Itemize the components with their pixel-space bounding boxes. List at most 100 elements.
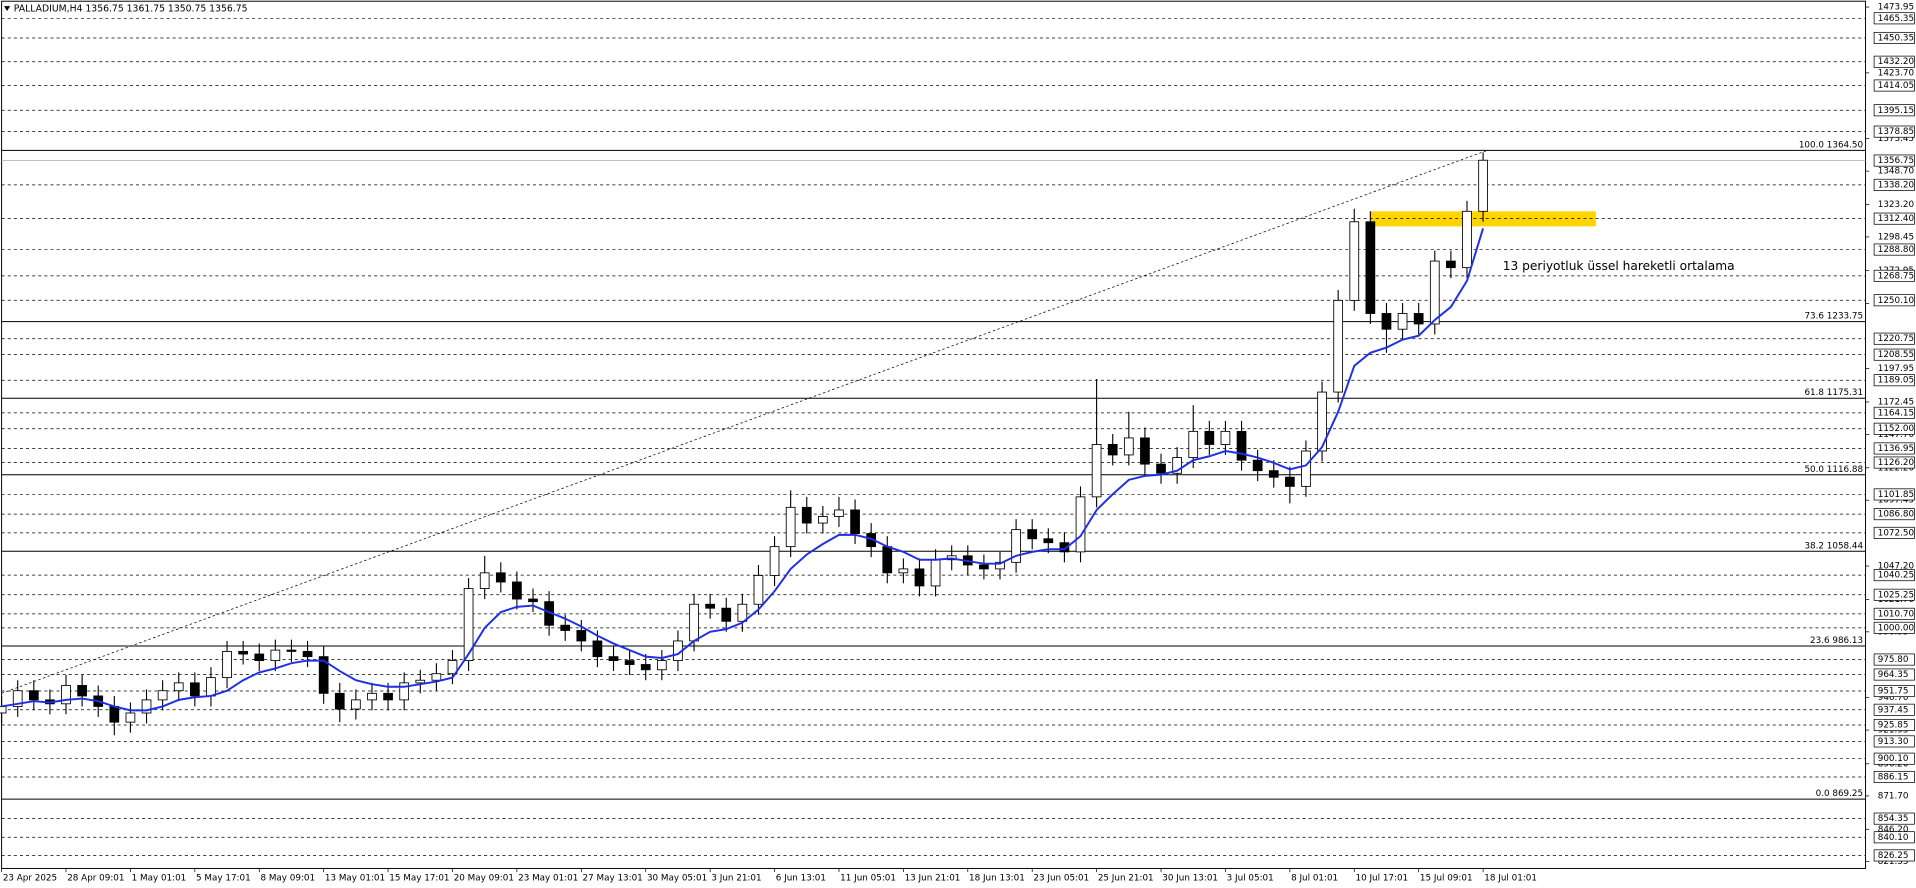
hline-label: 1378.85 — [1878, 127, 1914, 137]
x-tick-label: 18 Jul 01:01 — [1484, 874, 1537, 884]
candle-body — [898, 568, 909, 574]
candle-body — [1091, 444, 1102, 498]
y-tick-label: 1097.45 — [1878, 496, 1914, 506]
hline-label-box — [1873, 488, 1915, 501]
x-tick-label: 3 Jul 05:01 — [1227, 874, 1274, 884]
hline-label-box — [1873, 569, 1915, 582]
candle-body — [834, 509, 844, 517]
candle-body — [1220, 430, 1231, 445]
hline-label-box — [1873, 607, 1915, 620]
candle-body — [1284, 476, 1295, 487]
chart-title: PALLADIUM,H4 1356.75 1361.75 1350.75 135… — [14, 4, 248, 15]
candle-body — [302, 650, 313, 658]
hline-label-box — [1873, 422, 1915, 435]
candle-body — [351, 699, 361, 710]
hline-label-box — [1873, 685, 1915, 698]
candle-body — [77, 685, 87, 697]
hline-label: 1040.25 — [1878, 571, 1914, 581]
hline-label-box — [1873, 294, 1915, 307]
candle-body — [270, 649, 281, 662]
x-tick-label: 30 Jun 13:01 — [1162, 874, 1218, 884]
y-tick-label: 1348.70 — [1878, 167, 1914, 177]
hline-label: 1338.20 — [1878, 180, 1914, 190]
hline-label-box — [1873, 831, 1915, 844]
y-tick-label: 1373.45 — [1878, 134, 1914, 144]
hline-label: 1025.25 — [1878, 590, 1914, 600]
hline-label-box — [1873, 703, 1915, 716]
candle-body — [1478, 159, 1488, 212]
candle-body — [61, 685, 71, 705]
candle-body — [882, 546, 893, 574]
candle-body — [254, 653, 265, 662]
x-tick-label: 8 May 09:01 — [260, 874, 315, 884]
candle-body — [1043, 538, 1054, 544]
fib-label: 0.0 869.25 — [1816, 789, 1863, 799]
y-tick-label: 1473.95 — [1878, 3, 1914, 13]
hline-label: 975.80 — [1878, 655, 1909, 665]
hline-label: 964.35 — [1878, 670, 1909, 680]
candle-body — [801, 506, 812, 524]
hline-label: 1268.75 — [1878, 271, 1914, 281]
candle-body — [1317, 391, 1327, 452]
y-tick-label: 846.20 — [1878, 825, 1909, 835]
candle-body — [431, 673, 442, 681]
candle-body — [1446, 260, 1456, 269]
candle-body — [608, 656, 619, 662]
candle-body — [1059, 542, 1070, 553]
candle-body — [334, 692, 345, 710]
hline-label: 1101.85 — [1878, 490, 1914, 500]
candle-body — [914, 568, 925, 587]
candle-body — [1462, 210, 1472, 269]
candle-body — [447, 660, 458, 675]
x-tick-label: 28 Apr 09:01 — [67, 874, 124, 884]
candle-body — [1156, 463, 1166, 474]
x-tick-label: 1 May 01:01 — [132, 874, 187, 884]
candle-body — [1381, 313, 1392, 330]
x-tick-label: 27 May 13:01 — [583, 874, 643, 884]
hline-label: 1010.70 — [1878, 609, 1914, 619]
hline-label-box — [1873, 770, 1915, 783]
candle-body — [0, 706, 7, 714]
candle-body — [1268, 470, 1279, 478]
candle-body — [818, 516, 828, 524]
candle-body — [1252, 459, 1263, 472]
hline-label-box — [1873, 718, 1915, 731]
hline-label-box — [1873, 588, 1915, 601]
fib-label: 73.6 1233.75 — [1804, 312, 1863, 322]
menu-arrow — [4, 6, 11, 11]
fib-label: 50.0 1116.88 — [1804, 465, 1863, 475]
candle-body — [383, 692, 393, 701]
plot-frame — [1, 0, 1867, 869]
candle-body — [286, 649, 297, 652]
candle-body — [592, 640, 603, 658]
y-tick-label: 1323.20 — [1878, 200, 1914, 210]
hline-label-box — [1873, 653, 1915, 666]
candle-body — [1188, 430, 1199, 458]
hline-label: 1432.20 — [1878, 57, 1914, 67]
fib-label: 23.6 986.13 — [1810, 636, 1863, 646]
candle-body — [1236, 430, 1247, 461]
candle-body — [624, 660, 635, 665]
candle-body — [28, 690, 39, 701]
candle-body — [930, 559, 941, 587]
hline-label-box — [1873, 178, 1915, 191]
candle-body — [995, 561, 1005, 570]
hline-label: 1288.80 — [1878, 245, 1914, 255]
y-tick-label: 1047.20 — [1878, 562, 1914, 572]
x-tick-label: 23 Apr 2025 — [3, 874, 57, 884]
candle-body — [689, 603, 699, 642]
x-tick-label: 25 Jun 21:01 — [1098, 874, 1154, 884]
candle-body — [769, 546, 780, 576]
hline-label: 840.10 — [1878, 833, 1909, 843]
candle-body — [1027, 529, 1038, 540]
hline-label: 826.25 — [1878, 851, 1909, 861]
hline-label: 1220.75 — [1878, 334, 1914, 344]
candle-body — [125, 712, 136, 723]
hline-label-box — [1873, 526, 1915, 539]
candle-body — [576, 630, 587, 642]
hline-label: 913.30 — [1878, 737, 1909, 747]
x-tick-label: 5 May 17:01 — [196, 874, 251, 884]
hline-label-box — [1873, 374, 1915, 387]
candle-body — [157, 690, 168, 701]
hline-label-box — [1873, 621, 1915, 634]
